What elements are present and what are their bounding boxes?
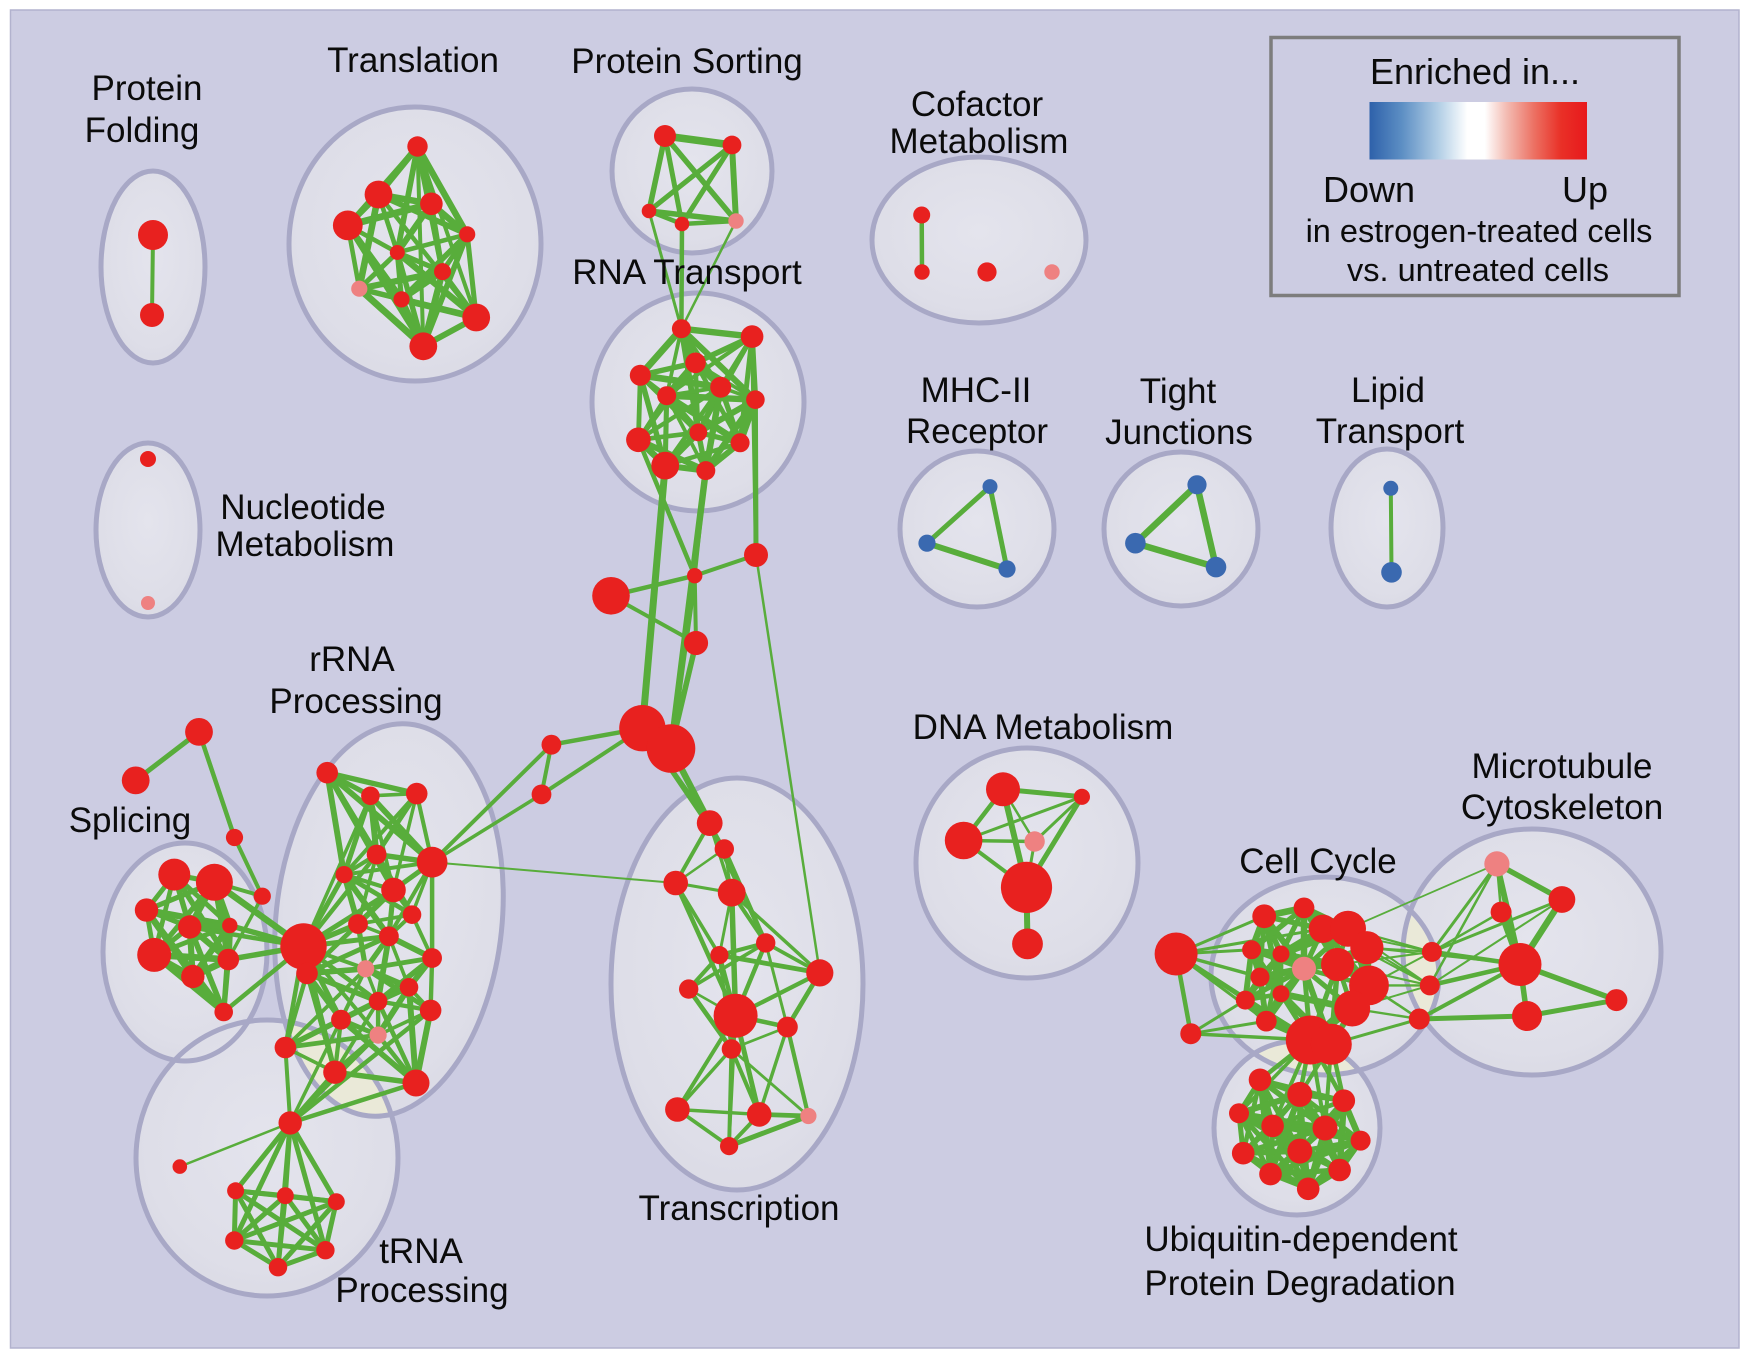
svg-text:Processing: Processing <box>269 682 442 721</box>
svg-text:Cytoskeleton: Cytoskeleton <box>1461 788 1663 827</box>
svg-text:MHC-II: MHC-II <box>921 371 1032 410</box>
svg-text:Ubiquitin-dependent: Ubiquitin-dependent <box>1144 1220 1458 1259</box>
svg-text:Protein Degradation: Protein Degradation <box>1144 1264 1455 1303</box>
svg-text:Cofactor: Cofactor <box>911 85 1044 124</box>
svg-text:Splicing: Splicing <box>69 801 192 840</box>
svg-text:Up: Up <box>1562 169 1608 210</box>
svg-text:Transcription: Transcription <box>639 1189 840 1228</box>
svg-text:Transport: Transport <box>1316 412 1465 451</box>
svg-text:in estrogen-treated cells: in estrogen-treated cells <box>1306 213 1653 249</box>
svg-text:Translation: Translation <box>327 41 499 80</box>
svg-text:Nucleotide: Nucleotide <box>220 488 385 527</box>
svg-text:Enriched in...: Enriched in... <box>1370 51 1580 92</box>
svg-text:vs. untreated cells: vs. untreated cells <box>1347 252 1609 288</box>
svg-text:tRNA: tRNA <box>379 1232 463 1271</box>
svg-text:Lipid: Lipid <box>1351 371 1425 410</box>
svg-text:Microtubule: Microtubule <box>1472 747 1653 786</box>
svg-text:rRNA: rRNA <box>309 640 395 679</box>
svg-text:Junctions: Junctions <box>1105 413 1253 452</box>
svg-text:Metabolism: Metabolism <box>216 525 395 564</box>
svg-text:Tight: Tight <box>1140 372 1217 411</box>
svg-text:Protein Sorting: Protein Sorting <box>571 42 803 81</box>
svg-text:Receptor: Receptor <box>906 412 1048 451</box>
svg-text:Cell Cycle: Cell Cycle <box>1239 842 1397 881</box>
svg-text:RNA Transport: RNA Transport <box>572 253 802 292</box>
svg-text:Folding: Folding <box>85 111 200 150</box>
svg-text:DNA Metabolism: DNA Metabolism <box>913 708 1174 747</box>
svg-text:Metabolism: Metabolism <box>890 122 1069 161</box>
svg-text:Protein: Protein <box>92 69 203 108</box>
svg-text:Processing: Processing <box>335 1271 508 1310</box>
svg-text:Down: Down <box>1323 169 1415 210</box>
